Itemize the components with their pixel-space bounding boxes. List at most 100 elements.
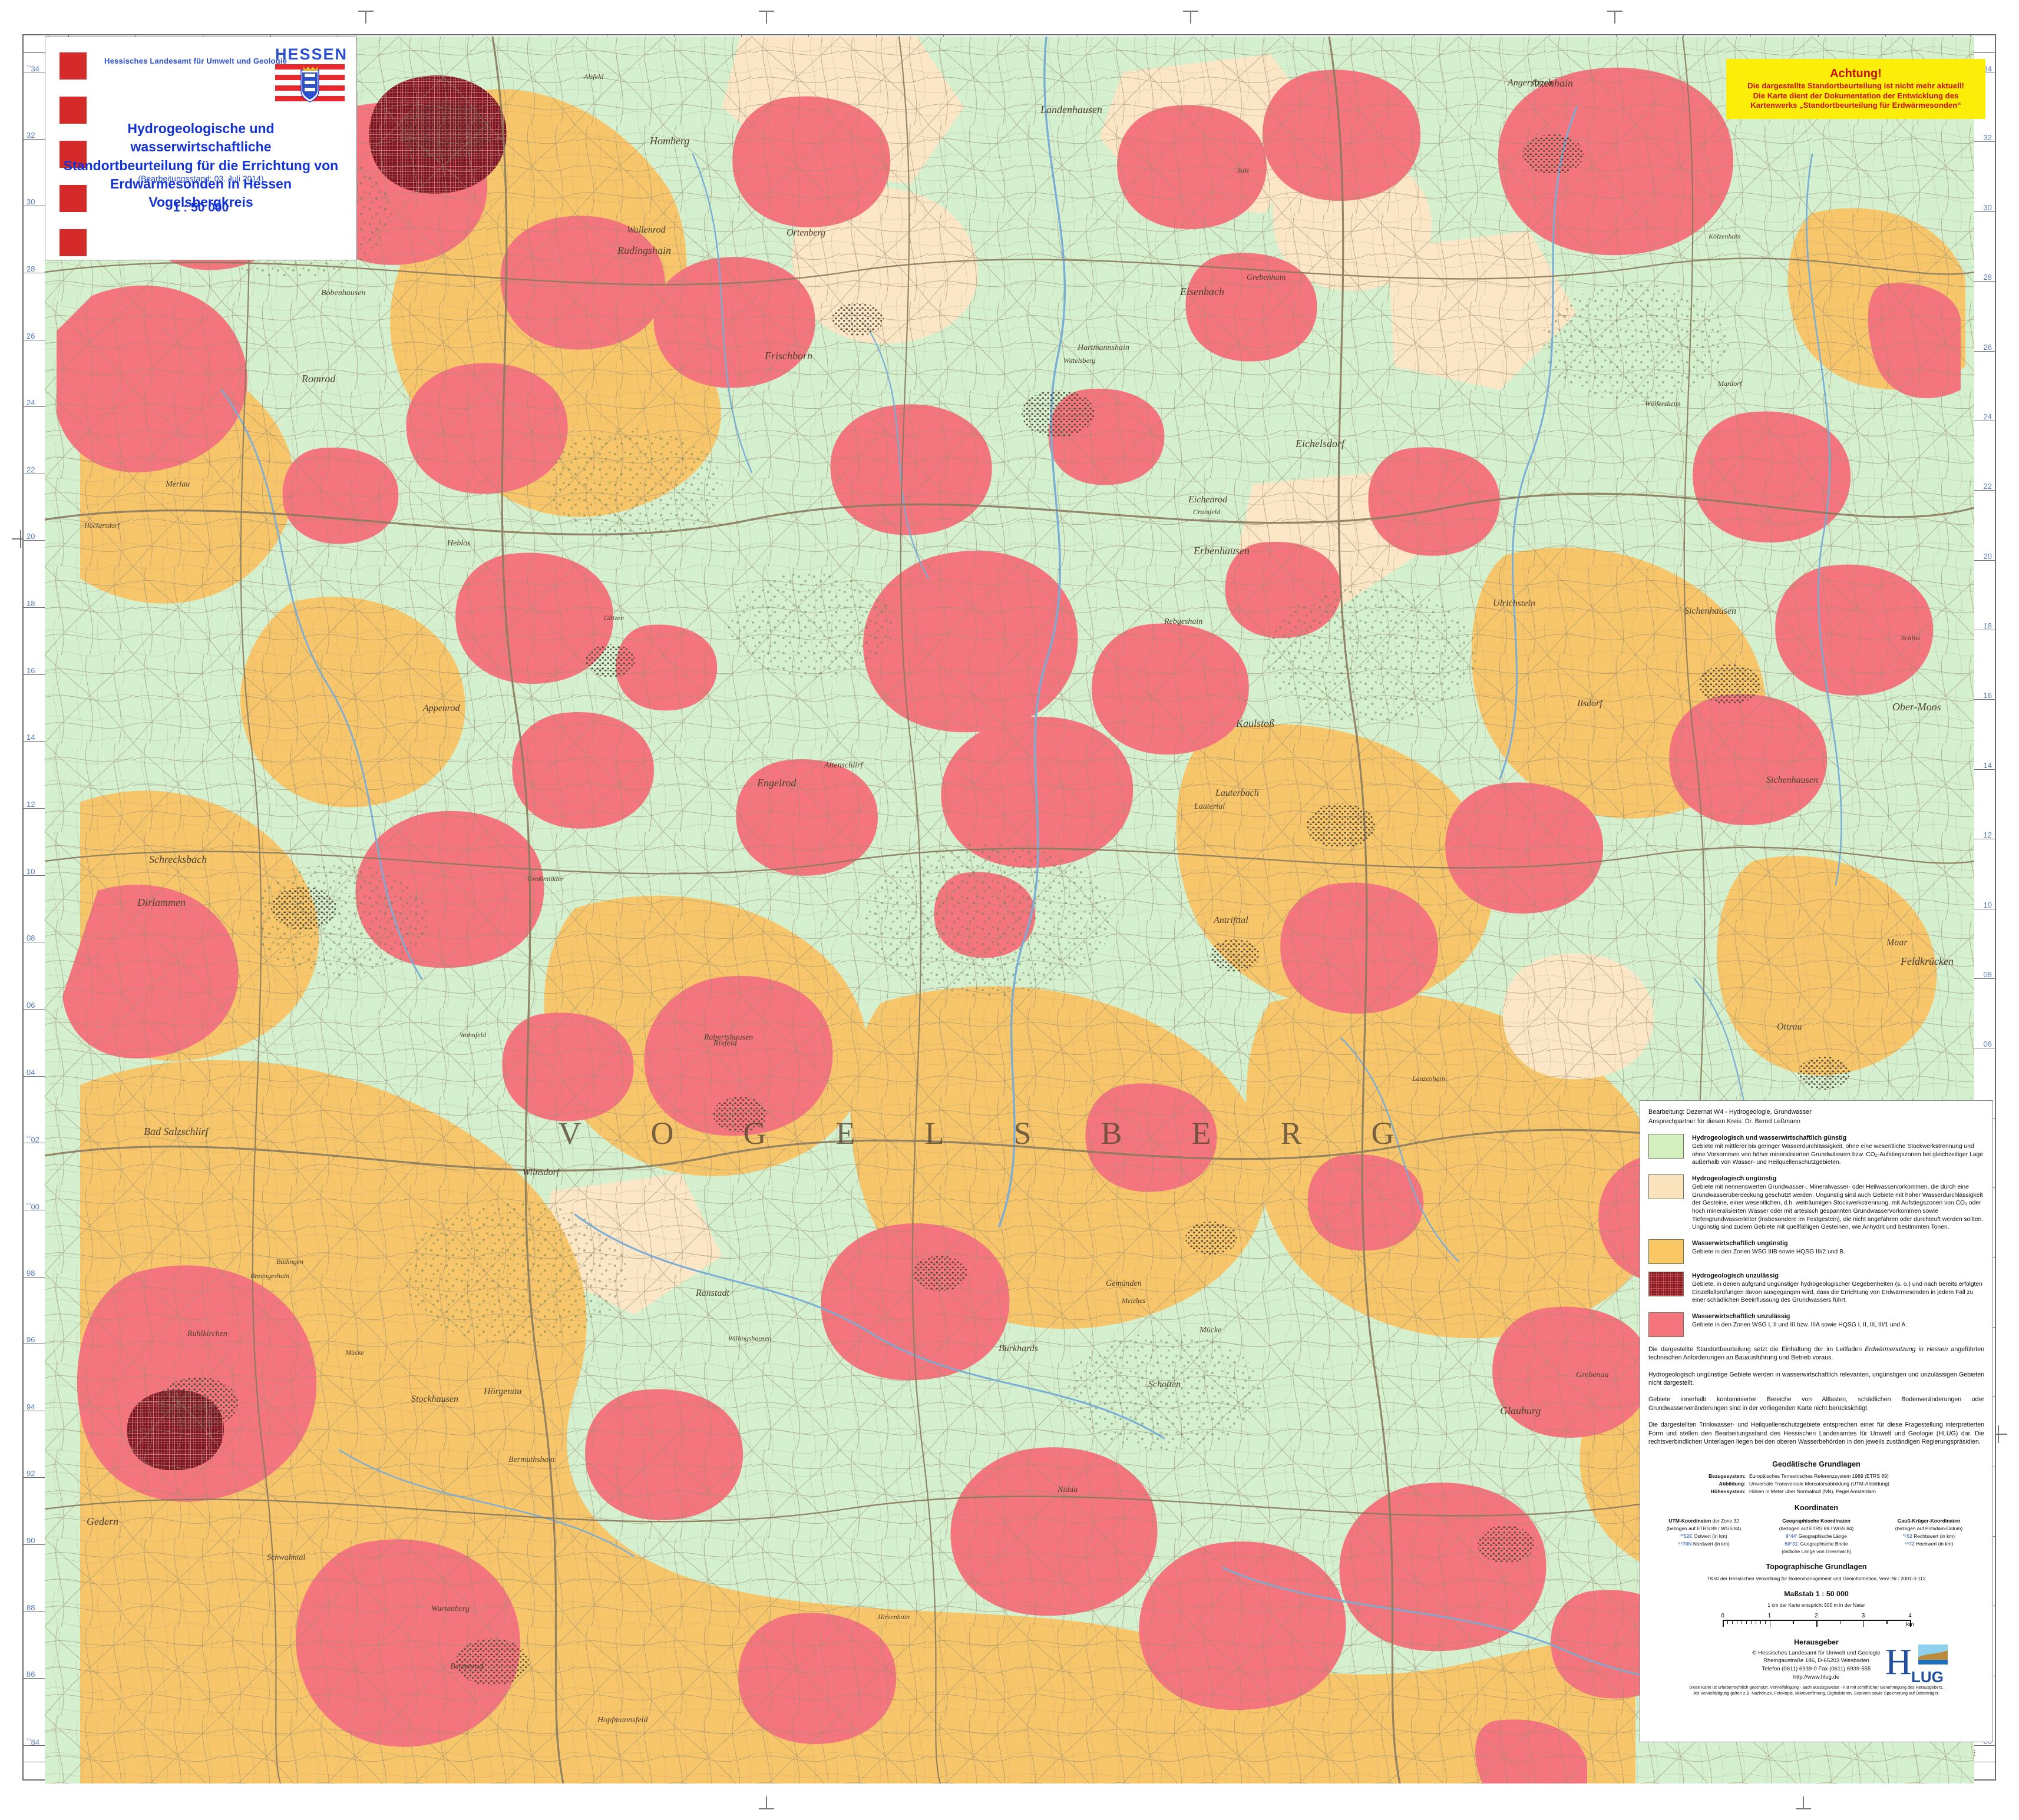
map-place-label: Kölzenhain (1708, 232, 1741, 240)
registration-mark-bottom-left (0, 42, 21, 64)
map-place-label: Atzenhain (1530, 77, 1573, 89)
legend-description-wasserwirtschaftlich-unzulaessig: Gebiete in den Zonen WSG I, II und III b… (1692, 1322, 1908, 1329)
geodetic-value-3: Höhen in Meter über Normalnull (NN), Peg… (1749, 1488, 1876, 1495)
publisher-line-3: Telefon (0611) 6939-0 Fax (0611) 6939-55… (1762, 1666, 1871, 1673)
map-revision-date: (Bearbeitungsstand: 03. Juli 2014) (138, 174, 264, 183)
grid-label-right-blue-6: 22 (1983, 482, 1992, 491)
geodetic-key-1: Bezugssystem: (1708, 1473, 1746, 1480)
publisher-website[interactable]: http://www.hlug.de (1793, 1674, 1840, 1681)
grid-tick-left-outer-12 (24, 875, 48, 876)
legend-editor-line-2: Ansprechpartner für diesen Kreis: Dr. Be… (1648, 1117, 1801, 1125)
warning-line-1: Die dargestellte Standortbeurteilung ist… (1747, 81, 1964, 91)
geodetic-key-2: Abbildung: (1719, 1481, 1746, 1487)
map-place-label: Ranstadt (695, 1288, 729, 1298)
publisher-line-2: Rheingaustraße 186, D-65203 Wiesbaden (1763, 1657, 1869, 1665)
map-place-label: Heblos (447, 539, 471, 548)
legend-paragraph-1-emphasis: Erdwärmenutzung in Hessen (1865, 1345, 1948, 1353)
flag-square-4 (60, 185, 87, 212)
grid-tick-left-outer-9 (24, 674, 48, 675)
grid-label-right-blue-13: 08 (1983, 969, 1992, 979)
legend-paragraph-4: Die dargestellten Trinkwasser- und Heilq… (1648, 1421, 1984, 1446)
flag-square-1 (60, 52, 87, 80)
coordinate-item-2-2: 50°31' Geographische Breite (1785, 1541, 1848, 1547)
map-title-line-3: Erdwärmesonden in Hessen (110, 176, 292, 191)
grid-label-left-blue-8: 18 (27, 599, 35, 608)
grid-label-left-blue-11: 12 (27, 800, 35, 809)
map-place-label: Appenrod (422, 703, 461, 713)
grid-tick-left-outer-10 (24, 741, 48, 742)
grid-label-left-blue-1: 32 (27, 130, 35, 140)
legend-paragraph-list: Die dargestellte Standortbeurteilung set… (1648, 1345, 1984, 1447)
topographic-heading: Topographische Grundlagen (1766, 1563, 1867, 1571)
geodetic-value-2: Universale Transversale Mercatorsabbildu… (1749, 1481, 1889, 1487)
grid-tick-left-outer-18 (24, 1276, 48, 1278)
grid-label-right-blue-14: 06 (1983, 1040, 1992, 1049)
map-place-label: Kaulstoß (1235, 717, 1274, 729)
scalebar-label-1: 1 (1767, 1613, 1772, 1619)
grid-tick-right-outer-2 (1970, 211, 1995, 212)
svg-text:LUG: LUG (1911, 1668, 1944, 1686)
geodetic-row-3: Höhensystem: Höhen in Meter über Normalnu… (1648, 1488, 1984, 1495)
map-place-label: Frischborn (764, 350, 812, 362)
map-title-line-4: Vogelsbergkreis (148, 194, 253, 210)
map-place-label: Eichelsdorf (1295, 438, 1346, 449)
grid-label-left-blue-21: 92 (27, 1469, 35, 1478)
grid-label-right-blue-8: 18 (1983, 621, 1992, 630)
grid-tick-right-outer-24 (1970, 1745, 1995, 1746)
scalebar-major-tick-0 (1723, 1620, 1724, 1627)
registration-tick-top-3 (1183, 11, 1198, 24)
map-place-label: Schlitz (1901, 634, 1920, 642)
grid-label-left-blue-17: ⁵⁶00 (27, 1201, 39, 1212)
map-place-label: Stockhausen (411, 1394, 458, 1404)
map-place-label: Engelrod (756, 777, 797, 789)
grid-tick-right-outer-10 (1970, 769, 1995, 770)
map-place-label: Wohnfeld (460, 1031, 487, 1039)
scalebar-half-tick-2 (1839, 1620, 1841, 1624)
map-place-label: Glauburg (1500, 1405, 1541, 1417)
scalebar-minor-tick-4 (1741, 1620, 1743, 1624)
geodetic-key-3: Höhensystem: (1710, 1488, 1746, 1495)
map-place-label: Romrod (301, 373, 336, 385)
map-place-label: Schrecksbach (149, 853, 207, 865)
registration-tick-top-1 (358, 11, 374, 24)
publisher-block: Herausgeber © Hessisches Landesamt für U… (1648, 1637, 1984, 1697)
copyright-line-1: Diese Karte ist urheberrechtlich geschüt… (1689, 1685, 1944, 1690)
map-place-label: Crainfeld (1193, 508, 1221, 516)
grid-label-left-blue-20: 94 (27, 1402, 35, 1411)
map-place-label: Eisenbach (1179, 286, 1224, 297)
coordinate-column-heading-3: Gauß-Krüger-Koordinaten (1897, 1517, 1961, 1524)
map-place-label: Rudingshain (617, 244, 671, 256)
map-place-label: Dirlammen (137, 896, 186, 908)
legend-swatch-wasserwirtschaftlich-unzulaessig (1648, 1312, 1684, 1337)
scalebar-label-3: 3 (1861, 1613, 1865, 1619)
legend-swatch-hydrogeologisch-unguenstig (1648, 1174, 1684, 1199)
geodetic-row-2: Abbildung: Universale Transversale Mercat… (1648, 1480, 1984, 1488)
coordinate-item-2-1: 9°44' Geographische Länge (1785, 1533, 1848, 1540)
grid-tick-left-outer-14 (24, 1008, 48, 1010)
scalebar-minor-tick-1 (1727, 1620, 1729, 1624)
grid-tick-left-outer-21 (24, 1477, 48, 1478)
map-place-label: Hopfmannsfeld (597, 1716, 649, 1725)
coordinate-column-footer-2: (östliche Länge von Greenwich) (1782, 1548, 1851, 1555)
hlug-logo-icon: H LUG (1885, 1642, 1948, 1686)
scalebar-minor-tick-6 (1750, 1620, 1752, 1624)
grid-label-right-blue-10: 14 (1983, 760, 1992, 770)
map-place-label: Schotten (1148, 1379, 1181, 1389)
map-place-label: Grebenau (1576, 1371, 1608, 1379)
grid-label-left-blue-19: 96 (27, 1335, 35, 1345)
topographic-basis-block: Topographische Grundlagen TK50 der Hessi… (1648, 1561, 1984, 1583)
grid-tick-right-outer-13 (1970, 978, 1995, 979)
grid-label-right-blue-9: 16 (1983, 691, 1992, 700)
publisher-line-1: © Hessisches Landesamt für Umwelt und Ge… (1752, 1649, 1881, 1656)
map-place-label: Rixfeld (713, 1039, 738, 1048)
legend-paragraph-2: Hydrogeologisch ungünstige Gebiete werde… (1648, 1371, 1984, 1387)
grid-tick-left-outer-15 (24, 1076, 48, 1077)
coordinate-column-2: Geographische Koordinaten (bezogen auf ET… (1761, 1517, 1872, 1556)
grid-tick-left-outer-11 (24, 808, 48, 809)
map-place-label: Ortenberg (787, 228, 825, 238)
scalebar-half-tick-3 (1886, 1620, 1888, 1624)
grid-tick-right-outer-6 (1970, 490, 1995, 491)
map-place-label: Hirzenhain (877, 1613, 910, 1621)
